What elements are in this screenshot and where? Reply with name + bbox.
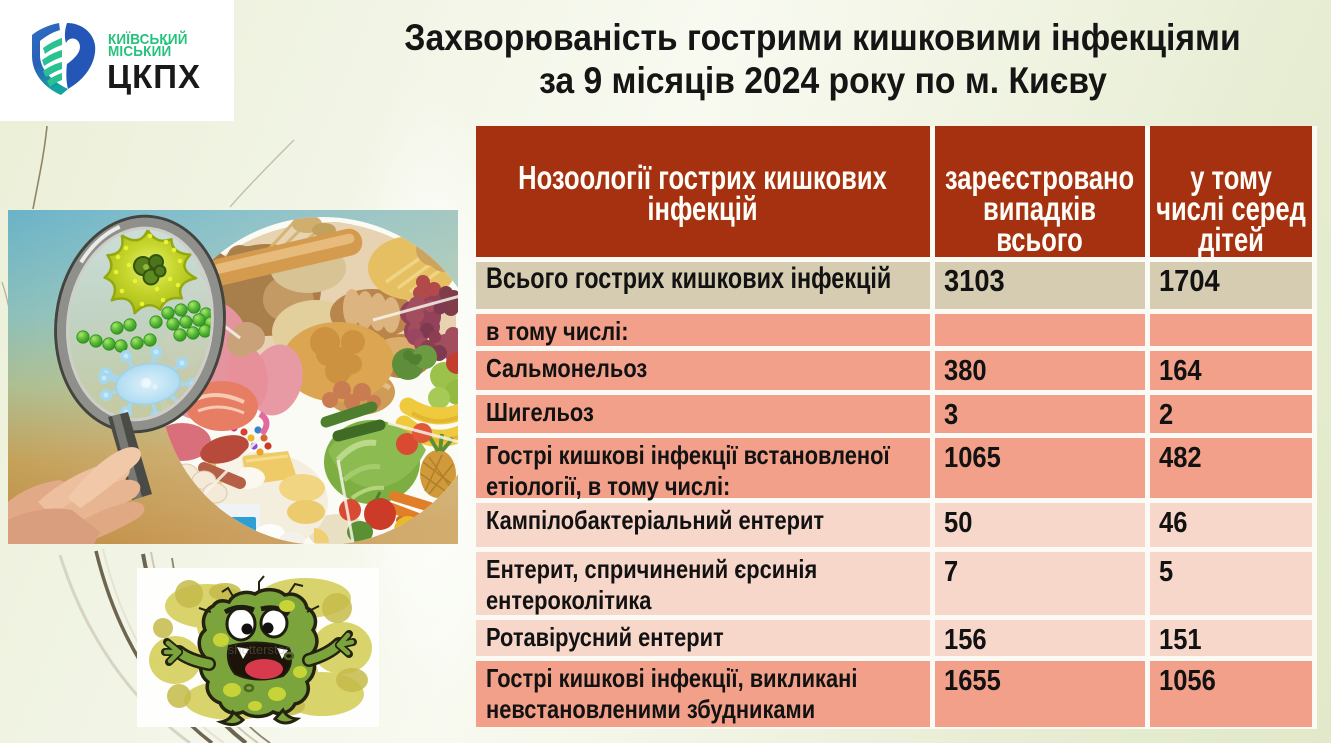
svg-text:©shutterstock: ©shutterstock [218,642,298,657]
